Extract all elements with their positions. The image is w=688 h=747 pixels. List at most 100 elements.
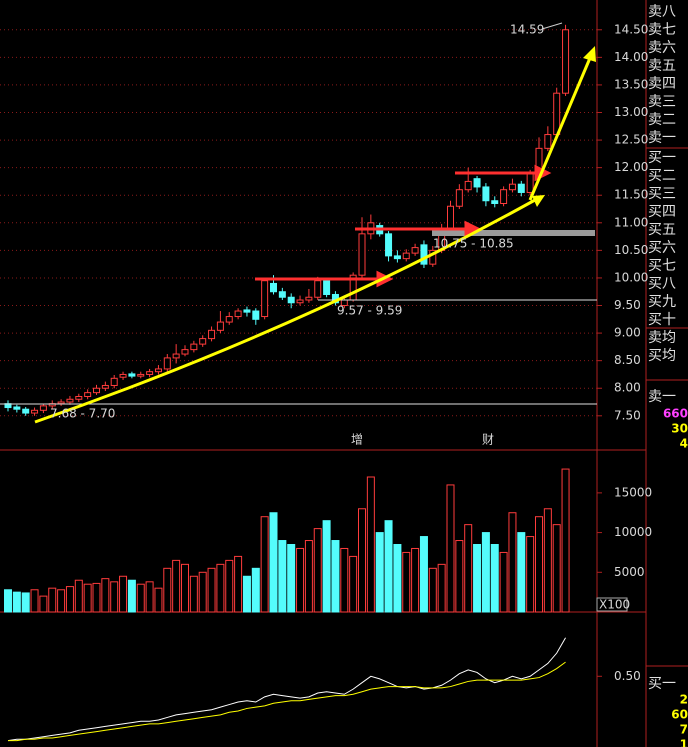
candle-body — [455, 189, 463, 207]
volume-bar — [411, 547, 420, 613]
avg-label: 买均 — [648, 348, 676, 364]
volume-bar — [331, 540, 340, 613]
bid-label: 买七 — [648, 258, 676, 274]
candle-body — [526, 172, 534, 193]
y-tick-label: 12.00 — [614, 160, 648, 174]
y-tick-label: 8.00 — [614, 381, 641, 395]
y-tick-label: 13.50 — [614, 77, 648, 91]
volume-bar — [30, 589, 39, 613]
candle-body — [39, 405, 47, 411]
bid-label: 买一 — [648, 150, 676, 166]
volume-bar — [543, 508, 552, 613]
volume-bar — [242, 575, 251, 613]
candle-body — [278, 291, 286, 298]
volume-bar — [57, 589, 66, 613]
candle-body — [181, 349, 189, 355]
indicator-line — [8, 661, 566, 742]
volume-bar — [110, 581, 119, 613]
candle-body — [84, 392, 92, 398]
volume-bar — [384, 520, 393, 613]
volume-bar — [499, 551, 508, 613]
ask-label: 卖四 — [648, 76, 676, 92]
y-tick-label: 7.50 — [614, 408, 641, 422]
volume-bar — [517, 532, 526, 613]
volume-bar — [402, 551, 411, 613]
candle-body — [57, 401, 65, 405]
annotation: 财 — [482, 433, 494, 447]
candle-body — [199, 338, 207, 345]
y-tick-label: 14.50 — [614, 22, 648, 36]
volume-bar — [207, 567, 216, 613]
ask1-label: 卖一 — [648, 389, 676, 405]
volume-bar — [464, 524, 473, 613]
avg-label: 卖均 — [648, 330, 676, 346]
volume-bar — [119, 575, 128, 613]
candle-body — [544, 134, 552, 149]
candle-body — [101, 384, 109, 389]
y-tick-label: 15000 — [614, 485, 652, 499]
volume-bar — [145, 581, 154, 613]
candle-body — [137, 373, 145, 377]
bid1-value: 1 — [680, 738, 688, 747]
candle-body — [491, 200, 499, 204]
volume-bar — [349, 555, 358, 613]
annotation: 增 — [351, 433, 363, 447]
volume-bar — [39, 595, 48, 613]
volume-bar — [136, 583, 145, 613]
candle-body — [216, 321, 224, 331]
volume-bar — [260, 516, 269, 613]
candle-body — [305, 296, 313, 301]
volume-bar — [181, 563, 189, 613]
volume-bar — [561, 468, 570, 613]
volume-bar — [127, 579, 136, 613]
candle-body — [225, 316, 233, 323]
y-tick-label: 9.00 — [614, 326, 641, 340]
bid-label: 买四 — [648, 204, 676, 220]
trend-arrow — [34, 198, 536, 424]
volume-bar — [473, 544, 482, 613]
volume-bar — [446, 484, 455, 613]
candle-body — [208, 329, 216, 340]
volume-bar — [437, 563, 446, 613]
volume-bar — [340, 547, 349, 613]
volume-bar — [535, 516, 543, 613]
arrow-head — [532, 195, 545, 207]
candle-body — [508, 183, 516, 191]
unit-box — [596, 597, 628, 612]
candle-body — [252, 310, 260, 320]
ask-label: 卖八 — [648, 4, 676, 20]
candle-body — [110, 377, 118, 386]
indicator-line — [7, 637, 566, 742]
y-tick-label: 9.50 — [614, 298, 641, 312]
volume-bar — [287, 544, 296, 613]
candle-body — [234, 310, 242, 318]
candle-body — [261, 280, 269, 318]
volume-bar — [198, 571, 207, 613]
candle-body — [411, 247, 419, 254]
candle-body — [66, 398, 74, 403]
volume-bar — [278, 540, 287, 613]
volume-bar — [65, 586, 74, 613]
y-tick-label: 14.00 — [614, 50, 648, 64]
volume-bar — [366, 476, 375, 613]
ask1-value: 4 — [680, 437, 688, 451]
candle-body — [243, 309, 251, 313]
candle-body — [163, 357, 171, 370]
annotation: 9.57 - 9.59 — [337, 304, 402, 318]
candle-body — [287, 296, 295, 304]
volume-bar — [313, 528, 322, 613]
candle-body — [500, 189, 508, 204]
arrow-head — [464, 220, 482, 238]
volume-bar — [12, 591, 21, 613]
y-tick-label: 10.00 — [614, 270, 648, 284]
candle-body — [464, 180, 472, 191]
annotation: 7.68 - 7.70 — [50, 407, 115, 421]
unit-label: X100 — [599, 598, 630, 612]
volume-bar — [526, 536, 535, 613]
volume-bar — [296, 547, 305, 613]
volume-bar — [172, 559, 181, 613]
candle-body — [358, 233, 366, 276]
ask1-value: 30 — [671, 422, 688, 436]
